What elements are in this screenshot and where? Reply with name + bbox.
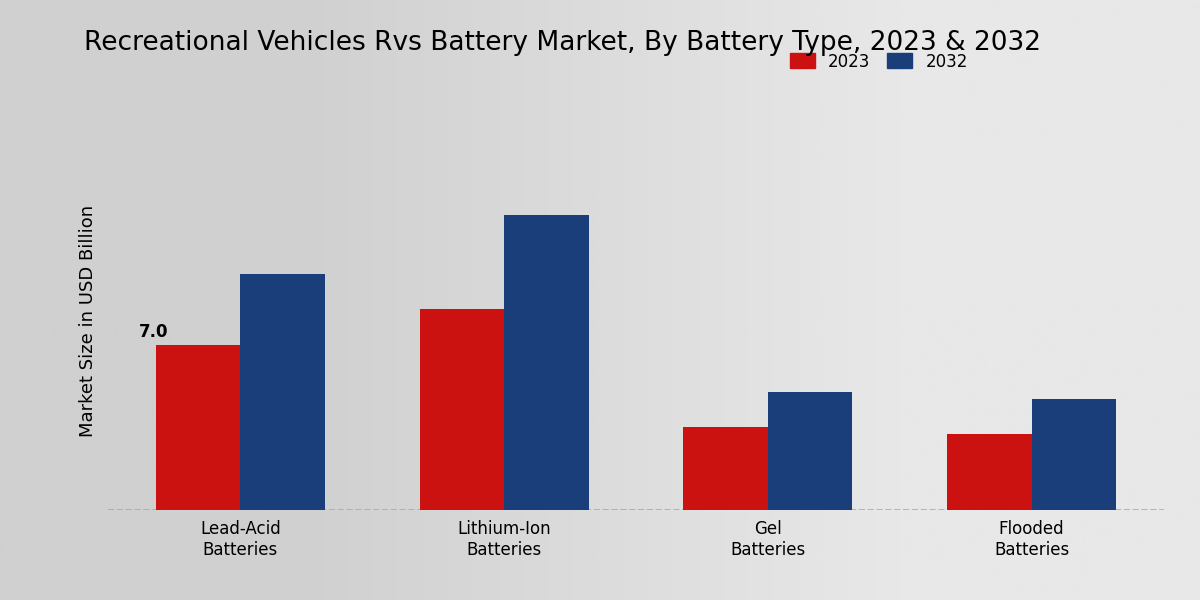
Bar	[504, 215, 588, 510]
Text: Recreational Vehicles Rvs Battery Market, By Battery Type, 2023 & 2032: Recreational Vehicles Rvs Battery Market…	[84, 30, 1042, 56]
Legend: 2023, 2032: 2023, 2032	[784, 46, 974, 77]
Y-axis label: Market Size in USD Billion: Market Size in USD Billion	[79, 205, 97, 437]
Bar	[1032, 399, 1116, 510]
Bar	[947, 434, 1032, 510]
Bar	[420, 309, 504, 510]
Text: 7.0: 7.0	[139, 323, 169, 341]
Bar	[684, 427, 768, 510]
Bar	[768, 392, 852, 510]
Bar	[240, 274, 325, 510]
Bar	[156, 344, 240, 510]
